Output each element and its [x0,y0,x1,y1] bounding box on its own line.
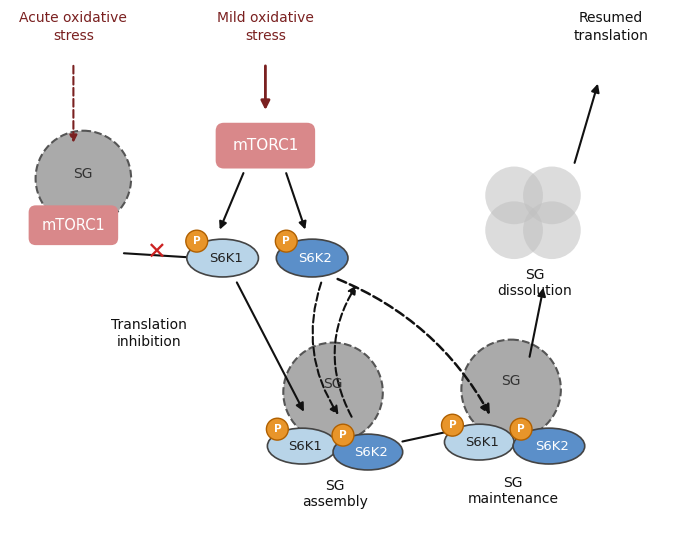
Text: S6K1: S6K1 [288,440,322,453]
Circle shape [186,230,208,252]
Circle shape [36,130,131,226]
Circle shape [266,418,288,440]
Text: mTORC1: mTORC1 [232,138,299,153]
Ellipse shape [187,239,258,277]
Text: S6K2: S6K2 [535,440,569,453]
Text: P: P [449,420,456,430]
Text: S6K1: S6K1 [465,436,499,448]
Text: SG: SG [501,374,521,388]
Text: SG: SG [323,378,342,391]
Text: Resumed
translation: Resumed translation [573,11,648,42]
FancyBboxPatch shape [216,123,315,169]
Text: P: P [193,236,201,246]
Text: P: P [273,424,281,434]
Circle shape [284,343,383,442]
Circle shape [332,424,354,446]
Text: SG
maintenance: SG maintenance [468,476,558,506]
Circle shape [523,166,581,224]
Text: Acute oxidative
stress: Acute oxidative stress [19,11,127,42]
FancyBboxPatch shape [29,205,119,245]
Ellipse shape [445,424,514,460]
Text: Mild oxidative
stress: Mild oxidative stress [217,11,314,42]
Circle shape [485,166,543,224]
Text: P: P [282,236,290,246]
Text: SG
assembly: SG assembly [302,479,368,509]
Circle shape [275,230,297,252]
Text: P: P [517,424,525,434]
Text: ✕: ✕ [146,241,166,265]
Ellipse shape [513,428,585,464]
Text: Translation
inhibition: Translation inhibition [111,318,187,349]
Text: SG: SG [73,168,93,182]
Text: mTORC1: mTORC1 [42,217,105,233]
Text: P: P [339,430,347,440]
Text: S6K2: S6K2 [298,251,332,265]
Text: S6K1: S6K1 [209,251,242,265]
Ellipse shape [267,428,337,464]
Circle shape [442,414,463,436]
Circle shape [462,339,561,439]
Ellipse shape [276,239,348,277]
Ellipse shape [333,434,403,470]
Text: SG
dissolution: SG dissolution [497,268,573,298]
Circle shape [523,201,581,259]
Circle shape [510,418,532,440]
Text: S6K2: S6K2 [354,446,388,459]
Circle shape [485,201,543,259]
